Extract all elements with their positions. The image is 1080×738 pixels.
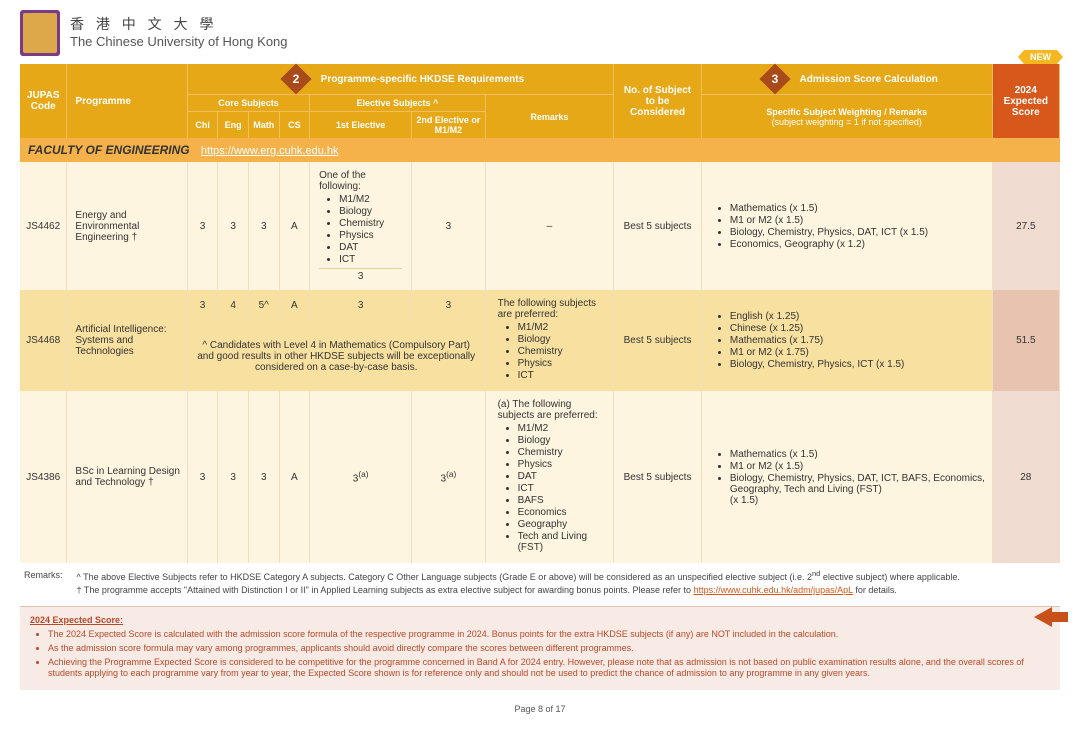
uni-name-chinese: 香 港 中 文 大 學 xyxy=(70,15,288,33)
elective-list: M1/M2 Biology Chemistry Physics DAT ICT xyxy=(339,194,402,265)
hdr-section-3: 3 Admission Score Calculation xyxy=(701,64,992,95)
cell-num: Best 5 subjects xyxy=(614,391,702,563)
score-box-heading: 2024 Expected Score: xyxy=(30,615,1050,625)
cell-programme: Artificial Intelligence: Systems and Tec… xyxy=(67,290,187,391)
remarks-block: Remarks: ^ The above Elective Subjects r… xyxy=(20,569,1060,596)
remarks-label: Remarks: xyxy=(24,569,74,582)
uni-name-english: The Chinese University of Hong Kong xyxy=(70,34,288,51)
faculty-name: FACULTY OF ENGINEERING xyxy=(28,143,190,157)
hdr-el2: 2nd Elective or M1/M2 xyxy=(412,112,485,139)
cell-weighting: English (x 1.25) Chinese (x 1.25) Mathem… xyxy=(701,290,992,391)
table-row: JS4386 BSc in Learning Design and Techno… xyxy=(20,391,1060,563)
cell-cs: A xyxy=(279,162,310,290)
cell-elective-1: One of the following: M1/M2 Biology Chem… xyxy=(310,162,412,290)
cell-score: 51.5 xyxy=(992,290,1059,391)
cell-elective-2: 3 xyxy=(412,290,485,322)
hdr-expected-score: NEW 2024 Expected Score xyxy=(992,64,1059,138)
cell-elective-2: 3 xyxy=(412,162,485,290)
faculty-row: FACULTY OF ENGINEERING https://www.erg.c… xyxy=(20,138,1060,162)
cell-programme: BSc in Learning Design and Technology † xyxy=(67,391,187,563)
score-bullet: Achieving the Programme Expected Score i… xyxy=(48,657,1050,680)
cell-chi: 3 xyxy=(187,162,218,290)
page-footer: Page 8 of 17 xyxy=(20,704,1060,714)
faculty-link[interactable]: https://www.erg.cuhk.edu.hk xyxy=(201,145,339,157)
cell-eng: 3 xyxy=(218,391,249,563)
cell-eng: 3 xyxy=(218,162,249,290)
section-3-title: Admission Score Calculation xyxy=(800,74,938,85)
hdr-chi: Chi xyxy=(187,112,218,139)
cell-code: JS4462 xyxy=(20,162,67,290)
cell-num: Best 5 subjects xyxy=(614,162,702,290)
hdr-cs: CS xyxy=(279,112,310,139)
cell-elective-2: 3(a) xyxy=(412,391,485,563)
cell-weighting: Mathematics (x 1.5) M1 or M2 (x 1.5) Bio… xyxy=(701,162,992,290)
cell-programme: Energy and Environmental Engineering † xyxy=(67,162,187,290)
score-bullet: As the admission score formula may vary … xyxy=(48,643,1050,655)
cell-chi: 3 xyxy=(187,391,218,563)
cell-elective-1: 3(a) xyxy=(310,391,412,563)
cell-cs: A xyxy=(279,290,310,322)
hdr-elective: Elective Subjects ^ xyxy=(310,95,485,112)
arrow-left-icon xyxy=(1034,607,1052,627)
score-bullet: The 2024 Expected Score is calculated wi… xyxy=(48,629,1050,641)
hdr-section-2: 2 Programme-specific HKDSE Requirements xyxy=(187,64,613,95)
cell-chi: 3 xyxy=(187,290,218,322)
cell-code: JS4468 xyxy=(20,290,67,391)
hdr-remarks: Remarks xyxy=(485,95,614,139)
cell-num: Best 5 subjects xyxy=(614,290,702,391)
table-row: JS4462 Energy and Environmental Engineer… xyxy=(20,162,1060,290)
cell-remarks: (a) The following subjects are preferred… xyxy=(485,391,614,563)
hdr-jupas: JUPAS Code xyxy=(20,64,67,138)
cell-math: 3 xyxy=(248,162,279,290)
new-badge: NEW xyxy=(1024,50,1057,64)
university-header: 香 港 中 文 大 學 The Chinese University of Ho… xyxy=(20,10,1060,56)
cell-cs: A xyxy=(279,391,310,563)
cell-weighting: Mathematics (x 1.5) M1 or M2 (x 1.5) Bio… xyxy=(701,391,992,563)
cell-code: JS4386 xyxy=(20,391,67,563)
cell-footnote: ^ Candidates with Level 4 in Mathematics… xyxy=(187,322,485,391)
cell-math: 5^ xyxy=(248,290,279,322)
university-name: 香 港 中 文 大 學 The Chinese University of Ho… xyxy=(70,15,288,50)
programme-table: JUPAS Code Programme 2 Programme-specifi… xyxy=(20,64,1060,563)
apl-link[interactable]: https://www.cuhk.edu.hk/adm/jupas/ApL xyxy=(694,585,853,595)
diamond-2-icon: 2 xyxy=(280,63,311,94)
header-row-1: JUPAS Code Programme 2 Programme-specifi… xyxy=(20,64,1060,95)
cell-math: 3 xyxy=(248,391,279,563)
hdr-core: Core Subjects xyxy=(187,95,309,112)
cell-remarks: The following subjects are preferred: M1… xyxy=(485,290,614,391)
cell-remarks: – xyxy=(485,162,614,290)
cell-score: 27.5 xyxy=(992,162,1059,290)
cell-score: 28 xyxy=(992,391,1059,563)
hdr-programme: Programme xyxy=(67,64,187,138)
hdr-weighting: Specific Subject Weighting / Remarks (su… xyxy=(701,95,992,139)
expected-score-label: 2024 Expected Score xyxy=(1004,85,1048,118)
diamond-3-icon: 3 xyxy=(759,63,790,94)
expected-score-box: 2024 Expected Score: The 2024 Expected S… xyxy=(20,606,1060,690)
cuhk-logo xyxy=(20,10,60,56)
hdr-math: Math xyxy=(248,112,279,139)
table-row: JS4468 Artificial Intelligence: Systems … xyxy=(20,290,1060,322)
cell-eng: 4 xyxy=(218,290,249,322)
hdr-eng: Eng xyxy=(218,112,249,139)
section-2-title: Programme-specific HKDSE Requirements xyxy=(321,74,524,85)
hdr-el1: 1st Elective xyxy=(310,112,412,139)
cell-elective-1: 3 xyxy=(310,290,412,322)
hdr-num-subjects: No. of Subject to be Considered xyxy=(614,64,702,138)
